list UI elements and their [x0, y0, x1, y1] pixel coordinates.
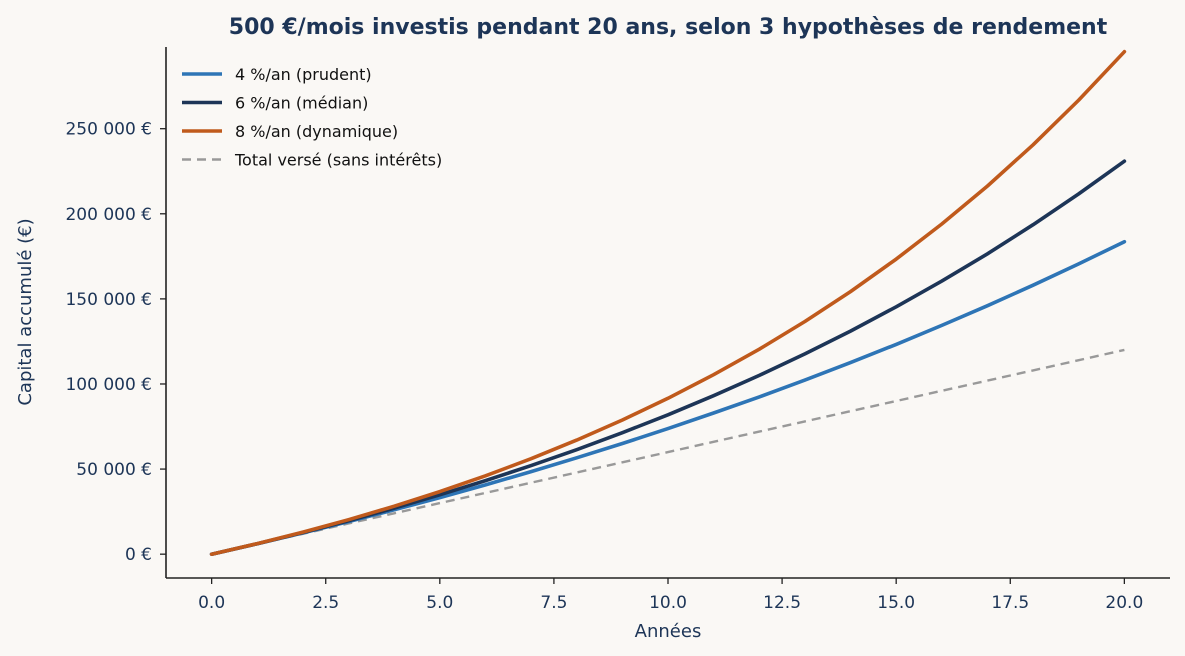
- legend: 4 %/an (prudent) 6 %/an (médian) 8 %/an (d…: [182, 65, 442, 170]
- chart-title: 500 €/mois investis pendant 20 ans, selo…: [229, 15, 1108, 40]
- y-tick-label: 50 000 €: [76, 460, 152, 480]
- y-axis-label: Capital accumulé (€): [15, 218, 36, 405]
- legend-label: 8 %/an (dynamique): [235, 122, 398, 141]
- y-tick-label: 0 €: [125, 545, 152, 565]
- series-layer: [209, 49, 1127, 557]
- x-tick-label: 20.0: [1105, 593, 1143, 613]
- y-tick-label: 100 000 €: [65, 375, 152, 395]
- series-line-2: [209, 49, 1127, 557]
- legend-label: 4 %/an (prudent): [235, 65, 372, 84]
- y-tick-label: 250 000 €: [65, 120, 152, 140]
- x-tick-label: 0.0: [198, 593, 225, 613]
- x-tick-label: 7.5: [540, 593, 567, 613]
- x-tick-label: 5.0: [426, 593, 453, 613]
- axes: 0.0 2.5 5.0 7.5 10.0 12.5 15.0 17.5 20.0 0 € 50 00…: [65, 47, 1170, 613]
- x-tick-label: 10.0: [649, 593, 687, 613]
- y-tick-label: 150 000 €: [65, 290, 152, 310]
- x-axis-label: Années: [635, 621, 702, 642]
- x-tick-label: 12.5: [763, 593, 801, 613]
- legend-label: 6 %/an (médian): [235, 94, 368, 113]
- series-line-3: [211, 348, 1125, 556]
- x-tick-label: 15.0: [877, 593, 915, 613]
- x-tick-label: 17.5: [991, 593, 1029, 613]
- legend-label: Total versé (sans intérêts): [234, 151, 442, 170]
- x-tick-label: 2.5: [312, 593, 339, 613]
- y-tick-label: 200 000 €: [65, 205, 152, 225]
- series-line-1: [209, 159, 1127, 557]
